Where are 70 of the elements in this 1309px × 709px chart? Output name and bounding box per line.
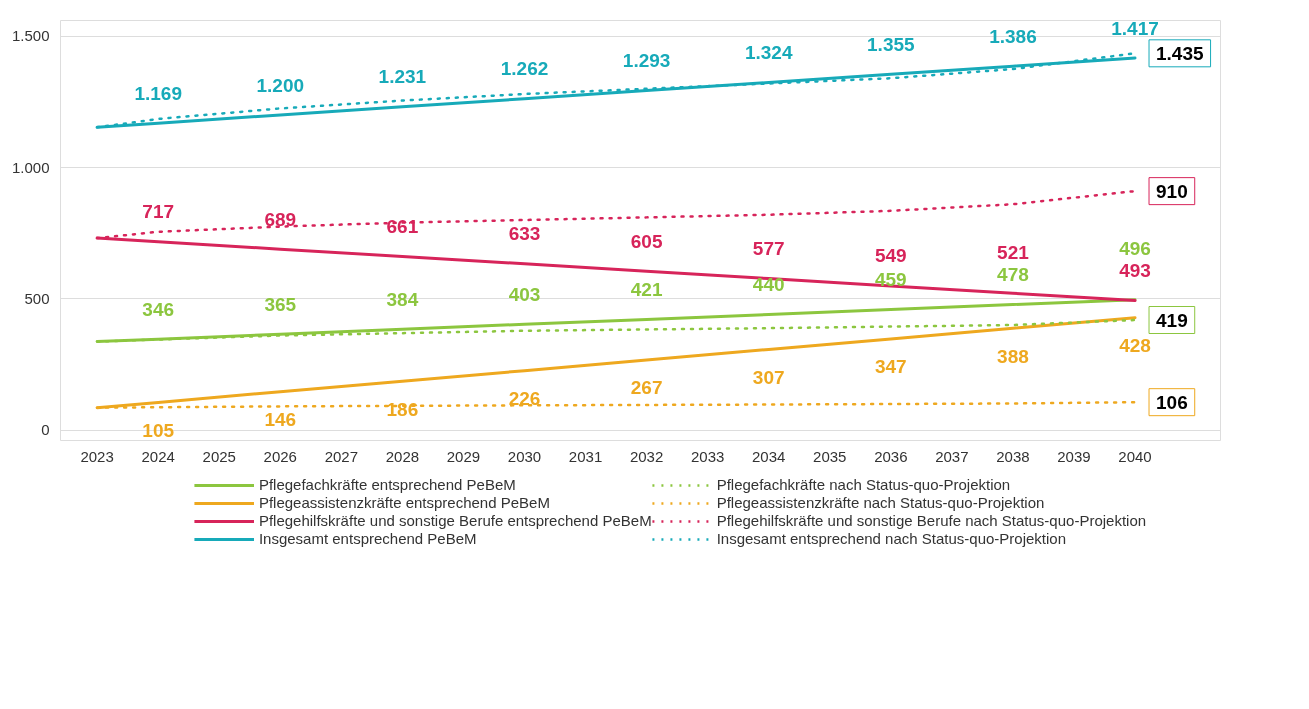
data-label: 384 <box>386 288 419 310</box>
legend-label: Pflegefachkräfte entsprechend PeBeM <box>258 475 516 494</box>
y-tick-label: 0 <box>41 421 50 438</box>
x-tick-label: 2023 <box>80 447 114 465</box>
data-label: 186 <box>386 398 419 420</box>
y-tick-label: 1.000 <box>11 158 50 176</box>
data-label: 605 <box>630 230 663 252</box>
data-label: 1.169 <box>134 82 182 104</box>
x-tick-label: 2040 <box>1118 447 1152 465</box>
x-tick-label: 2027 <box>324 447 359 465</box>
data-label: 226 <box>508 388 541 410</box>
legend-label: Pflegeassistenzkräfte nach Status-quo-Projektion <box>716 493 1045 512</box>
data-label: 106 <box>1156 391 1188 413</box>
data-label: 577 <box>752 238 785 260</box>
data-label: 1.417 <box>1111 17 1159 39</box>
data-label: 388 <box>997 345 1029 367</box>
x-tick-label: 2039 <box>1057 447 1091 465</box>
data-label: 346 <box>142 298 175 320</box>
data-label: 440 <box>752 274 785 295</box>
data-label: 1.435 <box>1156 42 1205 64</box>
x-tick-label: 2031 <box>568 447 603 465</box>
data-label: 347 <box>874 356 907 378</box>
x-tick-label: 2024 <box>141 447 175 465</box>
x-tick-label: 2028 <box>385 447 420 465</box>
x-tick-label: 2026 <box>263 447 297 465</box>
data-label: 1.386 <box>989 25 1037 47</box>
legend-label: Pflegehilfskräfte und sonstige Berufe entsprechend PeBeM <box>258 511 652 530</box>
legend-label: Insgesamt entsprechend nach Status-quo-Projektion <box>716 529 1067 548</box>
data-label: 910 <box>1156 180 1188 202</box>
data-label: 496 <box>1119 238 1151 260</box>
data-label: 419 <box>1156 309 1188 331</box>
data-label: 717 <box>142 201 175 223</box>
data-label: 1.293 <box>622 50 671 72</box>
data-label: 267 <box>630 377 663 399</box>
legend-label: Pflegeassistenzkräfte entsprechend PeBeM <box>258 493 550 512</box>
data-label: 1.324 <box>744 41 793 63</box>
data-label: 146 <box>264 409 297 431</box>
x-tick-label: 2025 <box>202 447 236 465</box>
data-label: 421 <box>630 278 663 300</box>
legend-label: Insgesamt entsprechend PeBeM <box>258 529 477 548</box>
data-label: 478 <box>997 264 1029 286</box>
legend-label: Pflegefachkräfte nach Status-quo-Projektion <box>716 475 1011 494</box>
data-label: 459 <box>874 269 907 291</box>
y-tick-label: 500 <box>24 289 50 307</box>
x-tick-label: 2033 <box>690 447 725 465</box>
x-tick-label: 2037 <box>935 447 969 465</box>
data-label: 365 <box>264 293 297 315</box>
x-tick-label: 2036 <box>874 447 908 465</box>
data-label: 105 <box>142 419 175 441</box>
legend-label: Pflegehilfskräfte und sonstige Berufe nach Status-quo-Projektion <box>716 511 1147 530</box>
data-label: 549 <box>874 245 907 267</box>
x-tick-label: 2038 <box>996 447 1030 465</box>
data-label: 428 <box>1119 335 1151 357</box>
data-label: 633 <box>508 223 541 245</box>
x-tick-label: 2032 <box>629 447 664 465</box>
data-label: 307 <box>752 366 785 388</box>
y-tick-label: 1.500 <box>11 27 50 45</box>
data-label: 1.231 <box>378 66 427 88</box>
x-tick-label: 2030 <box>507 447 542 465</box>
data-label: 521 <box>997 242 1030 264</box>
x-tick-label: 2029 <box>446 447 481 465</box>
data-label: 1.200 <box>256 74 305 96</box>
data-label: 1.355 <box>867 33 916 55</box>
data-label: 661 <box>386 215 419 237</box>
data-label: 689 <box>264 208 297 230</box>
data-label: 493 <box>1119 260 1151 282</box>
data-label: 403 <box>508 283 541 305</box>
data-label: 1.262 <box>500 58 549 80</box>
x-tick-label: 2035 <box>813 447 847 465</box>
x-tick-label: 2034 <box>752 447 786 465</box>
